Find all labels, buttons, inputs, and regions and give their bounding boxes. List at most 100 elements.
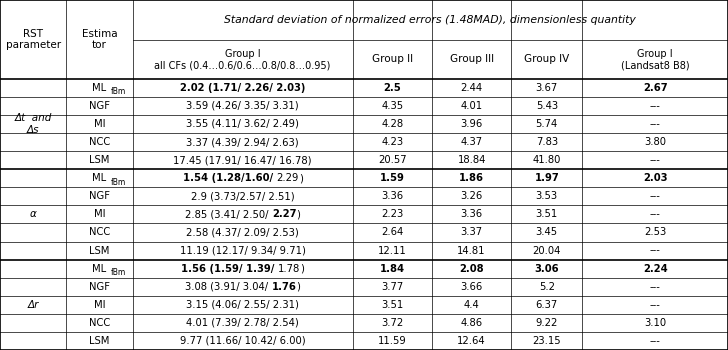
Text: ): ) — [300, 264, 304, 274]
Text: 1.59: 1.59 — [380, 173, 405, 183]
Text: ---: --- — [650, 246, 660, 256]
Text: ---: --- — [650, 191, 660, 201]
Text: Δt  and
Δs: Δt and Δs — [15, 113, 52, 135]
Text: 3.66: 3.66 — [460, 282, 483, 292]
Text: 6.37: 6.37 — [536, 300, 558, 310]
Text: 2.27: 2.27 — [272, 209, 296, 219]
Text: 2.58 (4.37/ 2.09/ 2.53): 2.58 (4.37/ 2.09/ 2.53) — [186, 228, 299, 237]
Text: Group I
all CFs (0.4…0.6/0.6…0.8/0.8…0.95): Group I all CFs (0.4…0.6/0.6…0.8/0.8…0.9… — [154, 49, 331, 70]
Text: 2.03: 2.03 — [643, 173, 668, 183]
Text: 12.64: 12.64 — [457, 336, 486, 346]
Text: fBm: fBm — [111, 178, 127, 187]
Text: 3.80: 3.80 — [644, 137, 666, 147]
Text: Estima
tor: Estima tor — [82, 29, 117, 50]
Text: 2.29: 2.29 — [277, 173, 298, 183]
Text: Group I
(Landsat8 B8): Group I (Landsat8 B8) — [621, 49, 689, 70]
Text: 2.08: 2.08 — [459, 264, 484, 274]
Text: 14.81: 14.81 — [457, 246, 486, 256]
Text: 2.02 (1.71/ 2.26/ 2.03): 2.02 (1.71/ 2.26/ 2.03) — [180, 83, 305, 93]
Text: 4.28: 4.28 — [381, 119, 403, 129]
Text: 2.67: 2.67 — [643, 83, 668, 93]
Text: ---: --- — [650, 155, 660, 165]
Text: NCC: NCC — [89, 318, 110, 328]
Text: 3.96: 3.96 — [460, 119, 483, 129]
Text: MI: MI — [94, 300, 106, 310]
Text: fBm: fBm — [111, 268, 127, 277]
Text: NGF: NGF — [89, 282, 110, 292]
Text: 4.86: 4.86 — [461, 318, 483, 328]
Text: ML: ML — [92, 264, 106, 274]
Text: 9.22: 9.22 — [536, 318, 558, 328]
Text: 2.85 (3.41/ 2.50/: 2.85 (3.41/ 2.50/ — [185, 209, 272, 219]
Text: 7.83: 7.83 — [536, 137, 558, 147]
Text: NGF: NGF — [89, 191, 110, 201]
Text: 23.15: 23.15 — [532, 336, 561, 346]
Text: 3.37: 3.37 — [461, 228, 483, 237]
Text: ): ) — [298, 173, 303, 183]
Text: 4.01 (7.39/ 2.78/ 2.54): 4.01 (7.39/ 2.78/ 2.54) — [186, 318, 299, 328]
Text: RST
parameter: RST parameter — [6, 29, 60, 50]
Text: ML: ML — [92, 83, 106, 93]
Text: ---: --- — [650, 209, 660, 219]
Text: 11.59: 11.59 — [378, 336, 407, 346]
Text: Group III: Group III — [449, 55, 494, 64]
Text: LSM: LSM — [90, 336, 110, 346]
Text: 3.72: 3.72 — [381, 318, 403, 328]
Text: α: α — [30, 209, 36, 219]
Text: NCC: NCC — [89, 228, 110, 237]
Text: 3.08 (3.91/ 3.04/: 3.08 (3.91/ 3.04/ — [185, 282, 272, 292]
Text: 1.84: 1.84 — [380, 264, 405, 274]
Text: 12.11: 12.11 — [378, 246, 407, 256]
Text: 2.24: 2.24 — [643, 264, 668, 274]
Text: 2.44: 2.44 — [461, 83, 483, 93]
Text: Δr: Δr — [28, 300, 39, 310]
Text: 5.43: 5.43 — [536, 101, 558, 111]
Text: 2.53: 2.53 — [644, 228, 666, 237]
Text: 4.4: 4.4 — [464, 300, 480, 310]
Text: 1.78: 1.78 — [278, 264, 300, 274]
Text: 1.56 (1.59/ 1.39/: 1.56 (1.59/ 1.39/ — [181, 264, 278, 274]
Text: ): ) — [296, 209, 300, 219]
Text: 2.9 (3.73/2.57/ 2.51): 2.9 (3.73/2.57/ 2.51) — [191, 191, 295, 201]
Text: Group II: Group II — [372, 55, 413, 64]
Text: 11.19 (12.17/ 9.34/ 9.71): 11.19 (12.17/ 9.34/ 9.71) — [180, 246, 306, 256]
Text: 4.35: 4.35 — [381, 101, 403, 111]
Text: 5.74: 5.74 — [536, 119, 558, 129]
Text: ): ) — [296, 282, 300, 292]
Text: fBm: fBm — [111, 88, 127, 97]
Text: LSM: LSM — [90, 155, 110, 165]
Text: 1.86: 1.86 — [459, 173, 484, 183]
Text: 3.51: 3.51 — [536, 209, 558, 219]
Text: 20.04: 20.04 — [533, 246, 561, 256]
Text: ---: --- — [650, 101, 660, 111]
Text: 2.5: 2.5 — [384, 83, 401, 93]
Text: 3.59 (4.26/ 3.35/ 3.31): 3.59 (4.26/ 3.35/ 3.31) — [186, 101, 299, 111]
Text: 3.15 (4.06/ 2.55/ 2.31): 3.15 (4.06/ 2.55/ 2.31) — [186, 300, 299, 310]
Text: 3.51: 3.51 — [381, 300, 403, 310]
Text: 3.36: 3.36 — [461, 209, 483, 219]
Text: 20.57: 20.57 — [378, 155, 407, 165]
Text: ML: ML — [92, 173, 106, 183]
Text: 4.01: 4.01 — [461, 101, 483, 111]
Text: 3.06: 3.06 — [534, 264, 559, 274]
Text: ---: --- — [650, 119, 660, 129]
Text: Group IV: Group IV — [524, 55, 569, 64]
Text: 3.55 (4.11/ 3.62/ 2.49): 3.55 (4.11/ 3.62/ 2.49) — [186, 119, 299, 129]
Text: Standard deviation of normalized errors (1.48MAD), dimensionless quantity: Standard deviation of normalized errors … — [224, 15, 636, 25]
Text: 4.23: 4.23 — [381, 137, 403, 147]
Text: 3.67: 3.67 — [536, 83, 558, 93]
Text: 5.2: 5.2 — [539, 282, 555, 292]
Text: 3.36: 3.36 — [381, 191, 403, 201]
Text: 1.54 (1.28/1.60/: 1.54 (1.28/1.60/ — [183, 173, 277, 183]
Text: ---: --- — [650, 336, 660, 346]
Text: 4.37: 4.37 — [461, 137, 483, 147]
Text: 2.64: 2.64 — [381, 228, 403, 237]
Text: 1.97: 1.97 — [534, 173, 559, 183]
Text: 18.84: 18.84 — [457, 155, 486, 165]
Text: ---: --- — [650, 282, 660, 292]
Text: ---: --- — [650, 300, 660, 310]
Text: LSM: LSM — [90, 246, 110, 256]
Text: 3.53: 3.53 — [536, 191, 558, 201]
Text: 3.37 (4.39/ 2.94/ 2.63): 3.37 (4.39/ 2.94/ 2.63) — [186, 137, 299, 147]
Text: NCC: NCC — [89, 137, 110, 147]
